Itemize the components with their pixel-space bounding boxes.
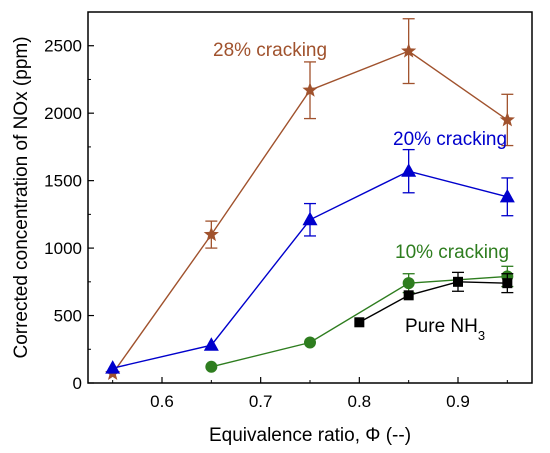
star-marker (302, 82, 318, 97)
circle-marker (304, 336, 316, 349)
square-marker (403, 290, 414, 301)
y-tick-label: 1000 (44, 239, 82, 258)
circle-marker (402, 277, 415, 290)
y-tick-label: 500 (54, 307, 82, 326)
triangle-marker (203, 337, 219, 351)
square-marker (453, 276, 463, 287)
x-tick-label: 0.7 (249, 392, 273, 411)
x-tick-label: 0.8 (348, 392, 372, 411)
y-tick-label: 0 (73, 374, 82, 393)
square-marker (354, 317, 365, 328)
triangle-marker (302, 211, 318, 226)
series-group (354, 271, 514, 328)
y-tick-label: 2500 (44, 37, 82, 56)
star-marker (401, 43, 417, 58)
square-marker (502, 278, 513, 289)
series-label-28-cracking: 28% cracking (213, 40, 327, 61)
series-label-pure-nh3: Pure NH3 (405, 316, 485, 343)
series-line (358, 281, 508, 323)
y-axis-label: Corrected concentration of NOx (ppm) (11, 36, 32, 358)
y-tick-label: 1500 (44, 172, 82, 191)
star-marker (203, 226, 219, 242)
x-tick-label: 0.6 (150, 392, 174, 411)
star-marker (499, 111, 515, 127)
y-tick-label: 2000 (44, 104, 82, 123)
x-tick-label: 0.9 (446, 392, 470, 411)
series-label-pure-nh3-main: Pure NH (405, 316, 478, 337)
series-group (105, 148, 515, 374)
series-label-10-cracking: 10% cracking (395, 242, 509, 263)
series-label-20-cracking: 20% cracking (393, 129, 507, 150)
series-group (105, 18, 515, 381)
axis-ticks: 0.6 0.7 0.8 0.9 0 500 1000 1500 2000 2500 (44, 37, 508, 411)
triangle-marker (401, 163, 417, 177)
circle-marker (205, 360, 218, 373)
x-axis-label: Equivalence ratio, Φ (--) (209, 425, 411, 446)
triangle-marker (499, 188, 515, 203)
series-layer (105, 18, 515, 381)
triangle-marker (105, 360, 121, 374)
series-label-pure-nh3-subscript: 3 (478, 328, 485, 343)
